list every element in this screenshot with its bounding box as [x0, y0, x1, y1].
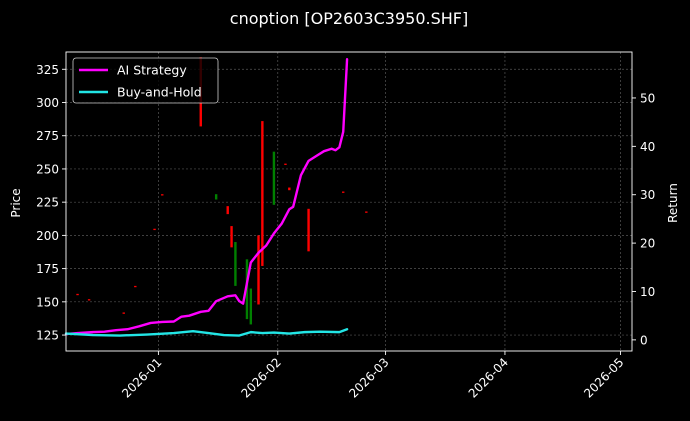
candle-19 [342, 191, 345, 193]
y-tick-label: 175 [36, 262, 59, 276]
y2-axis-label: Return [666, 183, 680, 223]
grid [66, 52, 632, 351]
legend-box [72, 57, 219, 104]
legend-label: AI Strategy [117, 63, 187, 78]
y-tick-label: 300 [36, 96, 59, 110]
candle-3 [134, 285, 137, 288]
y-tick-label: 125 [36, 329, 59, 343]
y-axis-label: Price [9, 188, 23, 217]
y2-tick-label: 0 [640, 333, 648, 347]
candle-12 [249, 288, 253, 325]
candle-13 [257, 235, 260, 305]
plot-frame [65, 51, 633, 352]
legend-label: Buy-and-Hold [117, 85, 202, 100]
x-tick-label: 2026-03 [346, 355, 391, 400]
y2-tick-label: 20 [640, 237, 655, 251]
candle-17 [288, 187, 291, 191]
candle-10 [234, 242, 237, 286]
x-tick-label: 2026-05 [581, 355, 626, 400]
y-tick-label: 325 [36, 63, 59, 77]
candle-4 [153, 228, 156, 231]
y-tick-label: 250 [36, 162, 59, 176]
x-tick-label: 2026-01 [119, 355, 164, 400]
x-tick-label: 2026-04 [466, 355, 511, 400]
x-tick-label: 2026-02 [239, 355, 284, 400]
y-tick-label: 275 [36, 129, 59, 143]
candle-0 [76, 293, 79, 296]
candle-18 [307, 208, 310, 252]
candle-14 [261, 121, 264, 266]
y-tick-label: 200 [36, 229, 59, 243]
y2-tick-label: 50 [640, 91, 655, 105]
series-line-buy-and-hold [64, 328, 349, 337]
candle-5 [161, 194, 164, 196]
candle-8 [226, 206, 229, 215]
series-line-ai-strategy [64, 58, 349, 336]
y2-tick-label: 30 [640, 188, 655, 202]
candle-20 [365, 211, 368, 213]
candle-7 [214, 194, 218, 200]
y-tick-label: 150 [36, 295, 59, 309]
candle-2 [122, 312, 125, 314]
chart-title: cnoption [OP2603C3950.SHF] [230, 9, 468, 28]
legend: AI Strategy Buy-and-Hold [72, 57, 219, 104]
y-tick-label: 225 [36, 196, 59, 210]
y2-tick-label: 10 [640, 285, 655, 299]
series-lines [64, 58, 349, 337]
candle-9 [230, 226, 233, 248]
candle-1 [87, 299, 91, 301]
candle-16 [284, 163, 287, 165]
y2-tick-label: 40 [640, 140, 655, 154]
candle-15 [272, 151, 276, 205]
